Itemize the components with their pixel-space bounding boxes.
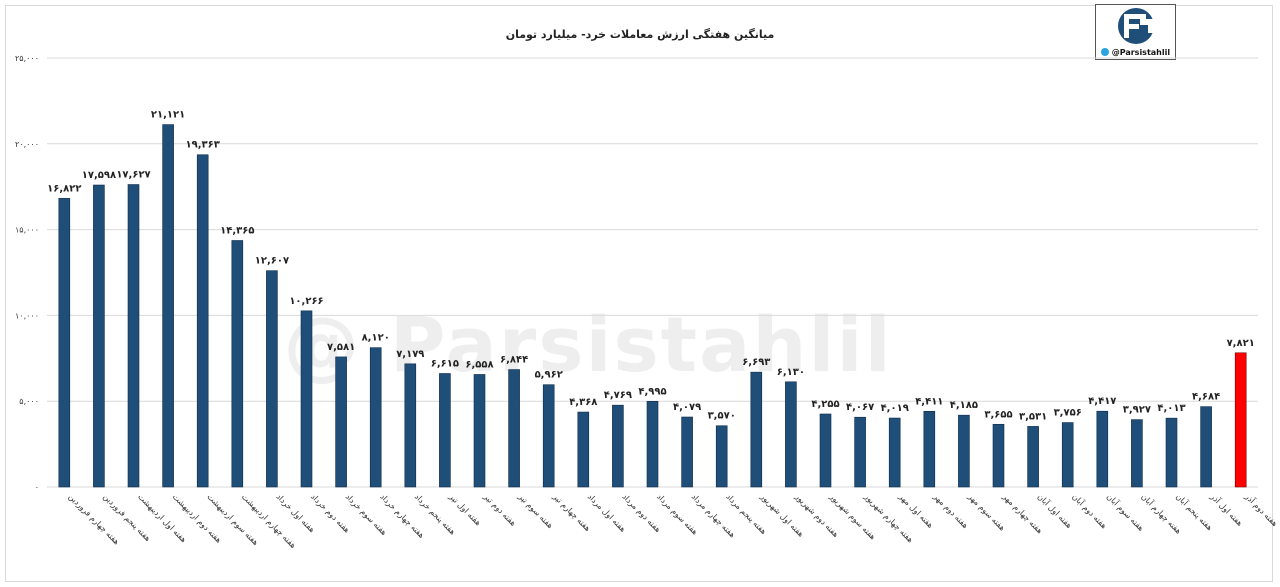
data-label: ۵,۹۶۲	[535, 370, 563, 381]
bar	[577, 411, 590, 488]
y-tick-label: ۵,۰۰۰	[19, 397, 39, 406]
bar	[58, 198, 71, 488]
y-tick-label: ۲۵,۰۰۰	[15, 54, 39, 63]
bar	[127, 184, 140, 488]
x-tick-label: هفته سوم تیر	[516, 491, 555, 530]
data-label: ۱۹,۳۶۳	[186, 140, 220, 151]
y-tick-label: ۲۰,۰۰۰	[15, 140, 39, 149]
data-label: ۳,۵۳۱	[1019, 411, 1047, 422]
telegram-icon	[1100, 48, 1109, 56]
data-label: ۴,۳۶۸	[569, 397, 597, 408]
x-tick-label: هفته دوم آبان	[1070, 491, 1109, 530]
brand-handle: @Parsistahlil	[1096, 48, 1175, 57]
bar	[992, 423, 1005, 488]
data-label: ۴,۶۸۴	[1192, 392, 1220, 403]
data-label: ۱۴,۳۶۵	[220, 225, 254, 236]
bar	[369, 347, 382, 488]
bar	[750, 371, 763, 488]
bar	[681, 416, 693, 488]
data-label: ۶,۱۳۰	[777, 367, 805, 378]
bar	[1234, 352, 1247, 488]
bar	[854, 416, 866, 488]
bar	[196, 154, 209, 488]
data-label: ۳,۶۵۵	[984, 409, 1012, 420]
data-label: ۶,۶۱۵	[431, 358, 459, 369]
x-tick-label: هفته دوم مهر	[931, 491, 970, 530]
bar	[958, 414, 970, 488]
bars	[58, 124, 1247, 488]
bar	[439, 373, 451, 488]
data-label: ۴,۰۶۷	[846, 402, 874, 413]
data-label: ۳,۹۲۷	[1123, 405, 1151, 416]
brand-logo: @Parsistahlil	[1095, 4, 1176, 60]
data-label: ۲۱,۱۲۱	[151, 110, 185, 121]
data-label: ۱۶,۸۲۲	[47, 183, 81, 194]
bar	[266, 270, 278, 488]
bar	[162, 124, 174, 488]
x-tick-label: هفته اول تیر	[447, 491, 483, 527]
bar	[1131, 419, 1143, 488]
bar	[785, 381, 797, 488]
x-tick-label: هفته دوم آذر	[1243, 491, 1280, 529]
bar	[93, 184, 105, 488]
brand-handle-text: @Parsistahlil	[1111, 48, 1171, 57]
data-label: ۴,۴۱۱	[915, 396, 943, 407]
data-label: ۳,۷۵۶	[1054, 408, 1082, 419]
data-label: ۸,۱۲۰	[362, 333, 390, 344]
data-label: ۴,۲۵۵	[811, 399, 839, 410]
y-tick-label: ۱۵,۰۰۰	[15, 226, 39, 235]
bar	[1061, 422, 1074, 488]
data-label: ۴,۱۸۵	[950, 400, 978, 411]
bar	[508, 369, 520, 488]
bar	[819, 413, 832, 488]
data-label: ۶,۶۹۳	[742, 357, 770, 368]
data-label: ۴,۴۱۷	[1088, 396, 1116, 407]
y-axis-ticks: ۰ ۵,۰۰۰ ۱۰,۰۰۰ ۱۵,۰۰۰ ۲۰,۰۰۰ ۲۵,۰۰۰	[15, 54, 39, 492]
bar	[473, 374, 486, 488]
data-label: ۴,۰۱۳	[1157, 403, 1185, 414]
data-label: ۷,۵۸۱	[327, 342, 355, 353]
data-label: ۳,۵۷۰	[708, 411, 736, 422]
data-label: ۴,۰۱۹	[881, 403, 909, 414]
chart-title: میانگین هفتگی ارزش معاملات خرد- میلیارد …	[505, 28, 775, 41]
data-label: ۴,۹۹۵	[638, 386, 666, 397]
data-label: ۷,۸۲۱	[1227, 338, 1255, 349]
data-label: ۴,۰۷۹	[673, 402, 701, 413]
bar	[1096, 410, 1109, 488]
brand-mark-icon	[1118, 8, 1154, 44]
bar	[404, 363, 417, 488]
data-label: ۱۷,۶۲۷	[116, 170, 150, 181]
data-label: ۱۷,۵۹۸	[82, 170, 116, 181]
data-label: ۶,۸۴۴	[500, 355, 528, 366]
bar	[542, 384, 555, 488]
bar	[300, 310, 313, 488]
bar	[1200, 406, 1212, 488]
data-label: ۴,۷۶۹	[604, 390, 632, 401]
bar	[1165, 417, 1178, 488]
bar	[888, 417, 901, 488]
y-tick-label: ۰	[35, 483, 39, 492]
data-label: ۱۰,۲۶۶	[289, 296, 323, 307]
data-label: ۷,۱۷۹	[396, 349, 424, 360]
data-label: ۶,۵۵۸	[465, 359, 493, 370]
data-label: ۱۲,۶۰۷	[255, 256, 289, 267]
bar	[646, 400, 659, 488]
bar	[715, 425, 728, 488]
bar	[923, 411, 936, 488]
x-tick-label: هفته اول آذر	[1208, 491, 1245, 528]
bar	[231, 240, 244, 488]
bar	[612, 404, 624, 488]
bar	[1027, 426, 1039, 488]
y-tick-label: ۱۰,۰۰۰	[15, 311, 39, 320]
x-tick-label: هفته اول آبان	[1036, 491, 1075, 530]
x-tick-label: هفته دوم تیر	[481, 491, 517, 527]
chart-frame	[5, 5, 1273, 582]
bar	[335, 356, 347, 488]
